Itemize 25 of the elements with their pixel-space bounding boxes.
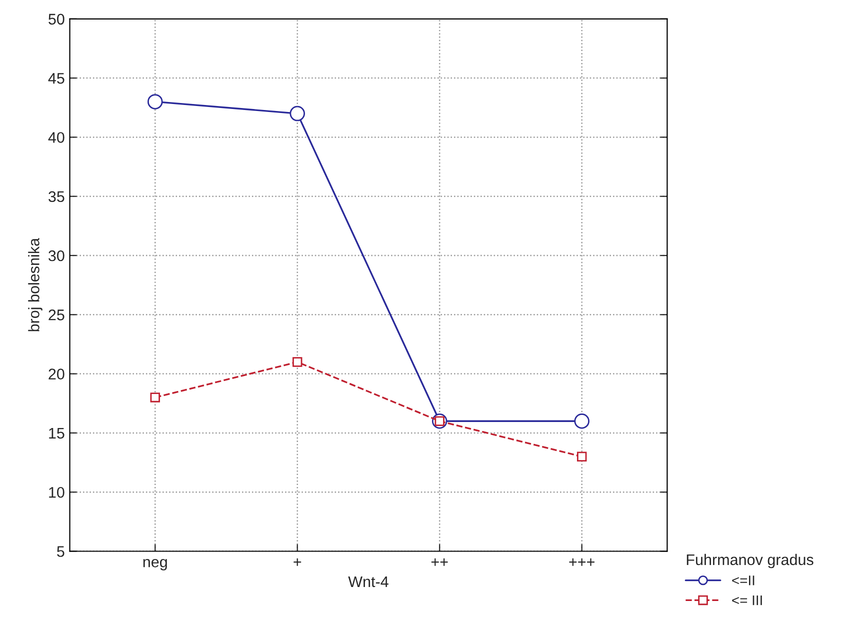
y-tick-label: 15 [49, 428, 64, 439]
y-tick-label: 10 [49, 486, 64, 498]
legend-label: <=II [732, 576, 754, 586]
point [147, 94, 163, 110]
y-axis-title: broj bolesnika [28, 238, 42, 332]
y-tick-label: 35 [48, 191, 64, 202]
x-tick-label: ++ [431, 558, 448, 566]
legend-title: Fuhrmanov gradus [686, 554, 814, 568]
y-tick-label: 45 [48, 73, 64, 84]
legend-label: <= III [732, 596, 762, 606]
y-tick-label: 50 [48, 14, 64, 25]
x-tick-label: +++ [569, 558, 594, 566]
x-tick-label: neg [143, 558, 167, 570]
point [576, 452, 587, 462]
x-axis-title: Wnt-4 [348, 576, 388, 588]
point [290, 106, 306, 122]
y-tick-label: 20 [48, 368, 64, 380]
y-tick-label: 40 [48, 132, 64, 143]
point [574, 413, 590, 429]
point [292, 357, 302, 367]
y-tick-label: 5 [57, 546, 64, 557]
y-tick-label: 25 [48, 310, 64, 320]
y-tick-label: 30 [48, 250, 64, 262]
point [150, 392, 160, 402]
x-tick-label: + [294, 558, 302, 566]
